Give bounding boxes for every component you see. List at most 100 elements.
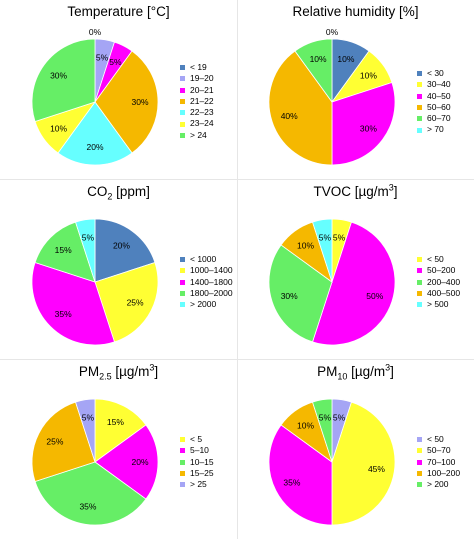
vertical-divider	[237, 0, 238, 539]
slice-label: 25%	[127, 297, 144, 307]
legend-item: 20–21	[180, 85, 214, 96]
legend-item: < 1000	[180, 254, 233, 265]
slice-label: 0%	[326, 27, 339, 37]
legend-item: 50–70	[417, 445, 460, 456]
chart-pm25: 15% 20% 35% 25% 5% PM2.5 [µg/m3] < 5 5–10 10–1…	[0, 360, 237, 539]
slice-label: 40%	[281, 111, 298, 121]
legend-item: 1800–2000	[180, 288, 233, 299]
chart-tvoc: 5% 50% 30% 10% 5% TVOC [µg/m3] < 50 50–200 200…	[237, 180, 474, 359]
legend-item: > 25	[180, 479, 214, 490]
legend-swatch	[417, 116, 422, 122]
legend: < 19 19–20 20–21 21–22 22–23 23–24 > 24	[180, 62, 214, 141]
slice-label: 10%	[50, 123, 67, 133]
legend-label: > 500	[427, 299, 449, 310]
legend-swatch	[180, 482, 185, 488]
slice-label: 10%	[310, 54, 327, 64]
legend-label: > 2000	[190, 299, 217, 310]
slice-label: 30%	[281, 291, 298, 301]
legend-swatch	[417, 105, 422, 111]
pie-slice	[31, 38, 96, 122]
slice-label: 15%	[55, 245, 72, 255]
slice-label: 35%	[79, 501, 96, 511]
legend-label: > 24	[190, 129, 207, 140]
slice-label: 5%	[96, 53, 109, 63]
legend-label: 19–20	[190, 73, 214, 84]
chart-title: PM10 [µg/m3]	[317, 362, 394, 382]
legend-item: 50–60	[417, 102, 451, 113]
slice-label: 10%	[297, 421, 314, 431]
legend: < 30 30–40 40–50 50–60 60–70 > 70	[417, 68, 451, 136]
legend-swatch	[417, 302, 422, 308]
chart-temperature: 0% 5% 5% 30% 20% 10% 30% Temperature [°C] < 19…	[0, 0, 237, 179]
legend-swatch	[180, 65, 185, 71]
legend: < 5 5–10 10–15 15–25 > 25	[180, 434, 214, 490]
legend: < 1000 1000–1400 1400–1800 1800–2000 > 2000	[180, 254, 233, 310]
chart-title: TVOC [µg/m3]	[313, 182, 398, 199]
slice-label: 45%	[368, 464, 385, 474]
legend-swatch	[417, 471, 422, 477]
legend-item: 1400–1800	[180, 277, 233, 288]
slice-label: 10%	[360, 71, 377, 81]
legend-swatch	[417, 279, 422, 285]
legend-swatch	[180, 110, 185, 116]
pie-slice	[94, 398, 147, 463]
legend-item: 400–500	[417, 288, 460, 299]
legend-label: 40–50	[427, 90, 451, 101]
legend-swatch	[417, 291, 422, 297]
chart-relative-humidity: 10% 10% 30% 40% 10% 0% Relative humidity [%] …	[237, 0, 474, 179]
legend-label: 23–24	[190, 118, 214, 129]
legend-label: 50–70	[427, 445, 451, 456]
legend-label: 20–21	[190, 84, 214, 95]
legend-item: 23–24	[180, 118, 214, 129]
legend-item: 200–400	[417, 277, 460, 288]
pie-chart: 5% 50% 30% 10% 5%	[268, 218, 396, 346]
legend-label: < 50	[427, 434, 444, 444]
pie-slice	[75, 218, 96, 283]
pie-slice	[312, 218, 333, 283]
slice-label: 50%	[366, 291, 383, 301]
legend-label: < 30	[427, 68, 444, 78]
slice-label: 30%	[131, 97, 148, 107]
legend-label: 10–15	[190, 456, 214, 467]
legend-swatch	[180, 257, 185, 263]
legend-item: < 30	[417, 68, 451, 79]
legend-item: < 50	[417, 254, 460, 265]
slice-label: 10%	[297, 241, 314, 251]
legend-item: 10–15	[180, 457, 214, 468]
legend-swatch	[417, 448, 422, 454]
legend-item: 15–25	[180, 468, 214, 479]
pie-slice	[312, 398, 333, 463]
slice-label: 35%	[55, 309, 72, 319]
legend-label: 21–22	[190, 95, 214, 106]
legend-item: < 19	[180, 62, 214, 73]
pie-slice	[312, 221, 396, 346]
legend-item: > 200	[417, 479, 460, 490]
legend-item: < 5	[180, 434, 214, 445]
legend-swatch	[180, 121, 185, 127]
slice-label: 30%	[50, 71, 67, 81]
chart-title: Temperature [°C]	[67, 4, 170, 19]
legend: < 50 50–200 200–400 400–500 > 500	[417, 254, 460, 310]
chart-pm10: 5% 45% 35% 10% 5% PM10 [µg/m3] < 50 50–70 70–1…	[237, 360, 474, 539]
pie-slice	[57, 101, 133, 166]
slice-label: 5%	[82, 413, 95, 423]
legend-swatch	[180, 99, 185, 105]
legend-item: 50–200	[417, 265, 460, 276]
legend-label: 1400–1800	[190, 276, 233, 287]
legend-item: 21–22	[180, 96, 214, 107]
legend-item: 1000–1400	[180, 265, 233, 276]
slice-label: 25%	[46, 437, 63, 447]
legend-label: 70–100	[427, 456, 456, 467]
pie-slice	[331, 401, 396, 526]
legend-item: 22–23	[180, 107, 214, 118]
pie-slice	[75, 398, 96, 463]
legend-swatch	[180, 448, 185, 454]
pie-slice	[94, 424, 159, 500]
chart-title: Relative humidity [%]	[292, 4, 419, 19]
pie-slice	[268, 424, 333, 526]
legend-label: 5–10	[190, 445, 209, 456]
pie-slice	[94, 50, 159, 154]
legend-swatch	[180, 302, 185, 308]
legend-label: 15–25	[190, 467, 214, 478]
